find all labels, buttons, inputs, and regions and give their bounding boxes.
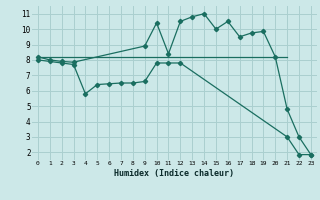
X-axis label: Humidex (Indice chaleur): Humidex (Indice chaleur) [115, 169, 234, 178]
